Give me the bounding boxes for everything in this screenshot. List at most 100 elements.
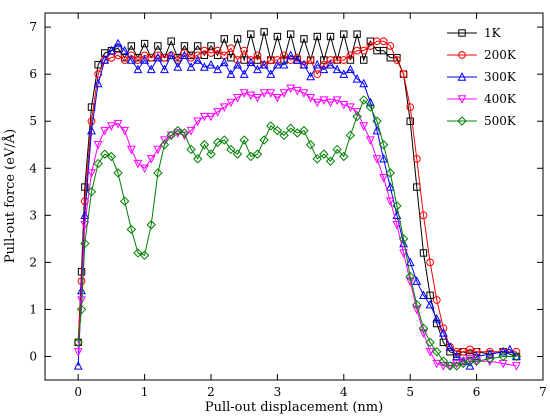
- data-point: [100, 149, 110, 159]
- data-point: [206, 59, 216, 69]
- data-point: [279, 59, 289, 69]
- data-point: [386, 42, 395, 50]
- data-point: [299, 125, 309, 136]
- data-point: [485, 354, 495, 364]
- data-point: [433, 319, 441, 328]
- data-point: [186, 126, 196, 136]
- data-point: [93, 158, 103, 169]
- data-point: [272, 125, 283, 136]
- data-point: [212, 137, 223, 148]
- data-point: [273, 32, 282, 41]
- data-point: [266, 89, 276, 98]
- data-point: [346, 103, 355, 112]
- data-point: [339, 56, 348, 64]
- series-300K: [73, 38, 521, 370]
- data-point: [418, 323, 429, 333]
- data-point: [425, 337, 435, 348]
- legend-label: 500K: [484, 114, 517, 128]
- data-point: [299, 89, 309, 98]
- data-point: [94, 61, 102, 69]
- data-point: [113, 119, 123, 129]
- data-point: [253, 64, 262, 74]
- data-point: [366, 42, 375, 50]
- data-point: [120, 45, 130, 55]
- data-point: [286, 50, 296, 60]
- data-point: [87, 117, 96, 126]
- data-point: [106, 122, 116, 131]
- data-point: [126, 224, 137, 235]
- x-tick-label: 2: [207, 385, 215, 399]
- data-point: [239, 69, 249, 78]
- data-point: [305, 140, 316, 150]
- data-point: [76, 304, 87, 315]
- data-point: [153, 168, 163, 178]
- data-point: [93, 141, 103, 150]
- legend-label: 200K: [484, 48, 517, 62]
- data-point: [511, 351, 522, 362]
- data-point: [206, 112, 216, 122]
- data-point: [213, 108, 223, 117]
- data-point: [412, 154, 421, 163]
- data-point: [445, 361, 455, 371]
- data-point: [87, 169, 96, 178]
- data-point: [206, 149, 216, 159]
- data-point: [359, 95, 369, 105]
- data-point: [319, 96, 329, 105]
- data-point: [226, 98, 236, 108]
- data-point: [247, 30, 255, 38]
- data-point: [485, 349, 495, 358]
- data-point: [406, 103, 415, 112]
- y-tick-label: 0: [29, 349, 37, 363]
- data-point: [273, 56, 282, 64]
- data-point: [193, 154, 203, 164]
- data-point: [379, 173, 389, 183]
- data-point: [259, 59, 269, 69]
- data-point: [385, 197, 395, 207]
- data-point: [167, 37, 175, 45]
- data-point: [126, 145, 136, 155]
- data-point: [512, 362, 521, 371]
- data-point: [81, 183, 89, 191]
- data-point: [227, 44, 235, 53]
- data-point: [272, 93, 282, 103]
- data-point: [286, 30, 295, 38]
- data-point: [505, 344, 515, 354]
- data-point: [106, 45, 116, 55]
- y-tick-label: 4: [29, 161, 37, 175]
- data-point: [100, 126, 110, 136]
- data-point: [425, 299, 435, 309]
- data-point: [227, 53, 235, 62]
- data-point: [339, 101, 349, 110]
- data-point: [260, 28, 268, 36]
- data-point: [239, 89, 249, 98]
- data-point: [219, 57, 229, 67]
- data-point: [146, 64, 156, 74]
- x-tick-label: 0: [74, 385, 82, 399]
- data-point: [419, 249, 428, 257]
- data-point: [313, 70, 322, 79]
- data-point: [472, 351, 482, 361]
- data-point: [432, 359, 442, 369]
- data-point: [120, 56, 129, 64]
- data-point: [306, 56, 315, 64]
- data-point: [292, 128, 303, 138]
- data-point: [378, 140, 389, 150]
- data-point: [73, 348, 83, 357]
- data-point: [332, 96, 342, 105]
- data-point: [466, 345, 474, 354]
- data-point: [94, 70, 103, 79]
- y-tick-label: 7: [29, 20, 37, 34]
- data-point: [399, 249, 408, 258]
- data-point: [86, 187, 97, 197]
- series-400K: [73, 84, 521, 371]
- data-point: [80, 221, 90, 230]
- data-point: [399, 70, 408, 79]
- data-point: [246, 56, 255, 64]
- data-point: [398, 234, 409, 244]
- y-tick-label: 3: [29, 208, 37, 222]
- y-tick-label: 5: [29, 114, 37, 128]
- y-tick-label: 2: [29, 255, 37, 269]
- data-point: [312, 154, 322, 164]
- legend-entry: 1K: [447, 26, 502, 40]
